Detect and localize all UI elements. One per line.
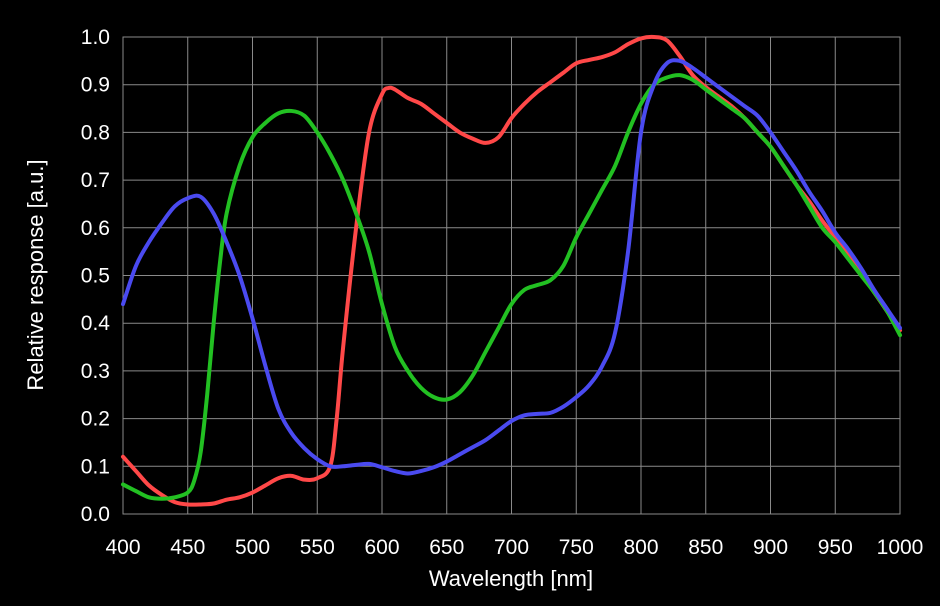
y-axis-title: Relative response [a.u.] [23, 159, 48, 390]
y-tick-label: 0.0 [81, 503, 110, 526]
y-tick-label: 0.2 [81, 408, 110, 431]
x-axis-title: Wavelength [nm] [429, 566, 593, 591]
x-tick-label: 550 [300, 536, 335, 559]
y-tick-label: 0.3 [81, 360, 110, 383]
blue-response-line [121, 58, 902, 476]
x-tick-label: 1000 [877, 536, 924, 559]
x-tick-label: 450 [170, 536, 205, 559]
x-tick-label: 500 [235, 536, 270, 559]
y-tick-label: 0.8 [81, 121, 110, 144]
y-tick-label: 0.9 [81, 74, 110, 97]
y-tick-label: 1.0 [81, 26, 110, 49]
x-tick-label: 700 [494, 536, 529, 559]
x-tick-labels: 400 450 500 550 600 650 700 750 800 850 900 950 1000 [105, 536, 923, 559]
y-tick-label: 0.1 [81, 455, 110, 478]
series-layer [121, 34, 902, 507]
y-tick-label: 0.6 [81, 217, 110, 240]
x-tick-label: 950 [818, 536, 853, 559]
y-tick-label: 0.7 [81, 169, 110, 192]
x-tick-label: 600 [364, 536, 399, 559]
x-tick-label: 800 [623, 536, 658, 559]
x-tick-label: 900 [753, 536, 788, 559]
x-tick-label: 750 [559, 536, 594, 559]
x-tick-label: 650 [429, 536, 464, 559]
y-tick-label: 0.4 [81, 312, 111, 335]
x-tick-label: 400 [105, 536, 140, 559]
y-tick-label: 0.5 [81, 265, 110, 288]
green-response-line [121, 73, 902, 501]
y-tick-labels: 0.0 0.1 0.2 0.3 0.4 0.5 0.6 0.7 0.8 0.9 1.0 [81, 26, 111, 526]
x-tick-label: 850 [688, 536, 723, 559]
plot-frame [122, 36, 901, 515]
